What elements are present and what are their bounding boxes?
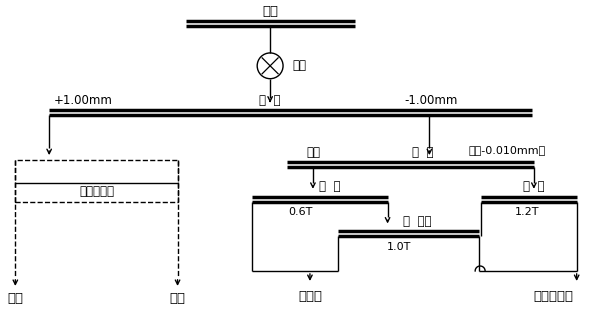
- Text: 搅拌: 搅拌: [292, 59, 306, 72]
- Text: 净矿: 净矿: [306, 145, 320, 158]
- Bar: [15, 160, 177, 202]
- Text: 0.6T: 0.6T: [288, 207, 312, 217]
- Text: -1.00mm: -1.00mm: [404, 94, 458, 107]
- Text: 1.2T: 1.2T: [515, 207, 539, 217]
- Text: 脱  泥: 脱 泥: [412, 145, 433, 158]
- Text: 磁  扫选: 磁 扫选: [403, 215, 432, 228]
- Text: 磁  选: 磁 选: [319, 180, 340, 193]
- Text: 尾矿: 尾矿: [170, 292, 186, 305]
- Text: 原矿: 原矿: [262, 5, 278, 18]
- Text: 磁选或重选: 磁选或重选: [79, 185, 114, 198]
- Text: 1.0T: 1.0T: [387, 242, 412, 252]
- Text: 磁  选: 磁 选: [523, 180, 544, 193]
- Text: 筛  分: 筛 分: [259, 94, 281, 107]
- Text: 非磁性产品: 非磁性产品: [534, 290, 574, 303]
- Text: 精矿: 精矿: [7, 292, 23, 305]
- Text: 泥（-0.010mm）: 泥（-0.010mm）: [468, 145, 546, 155]
- Text: +1.00mm: +1.00mm: [53, 94, 113, 107]
- Text: 磁精矿: 磁精矿: [298, 290, 322, 303]
